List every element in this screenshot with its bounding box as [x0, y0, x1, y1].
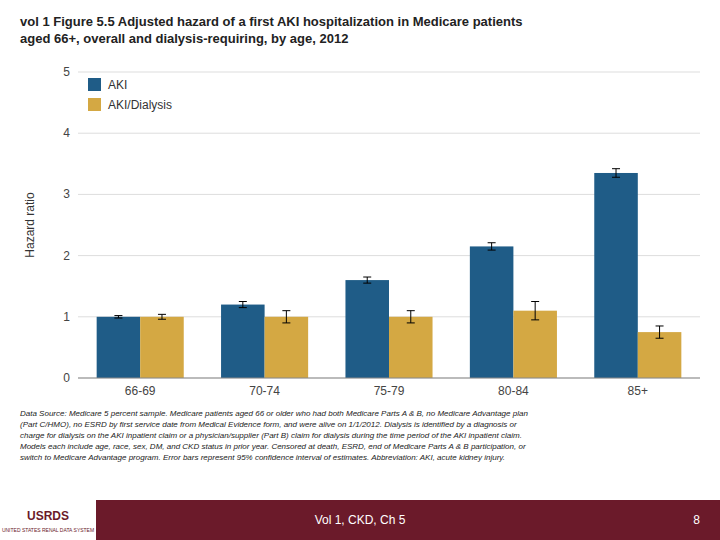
grid-line — [78, 133, 700, 134]
footer-logo-box — [0, 500, 96, 540]
y-tick-label: 3 — [63, 187, 70, 201]
bars — [97, 169, 682, 378]
title: vol 1 Figure 5.5 Adjusted hazard of a fi… — [20, 14, 523, 46]
x-tick-label: 70-74 — [249, 384, 280, 398]
title-line: aged 66+, overall and dialysis-requiring… — [20, 31, 348, 46]
footnote-line: (Part C/HMO), no ESRD by first service d… — [20, 420, 517, 429]
error-bar — [407, 311, 415, 323]
error-line — [367, 277, 368, 283]
legend-label: AKI — [108, 78, 127, 92]
error-cap — [531, 301, 539, 302]
error-cap — [656, 338, 664, 339]
footnote-line: Data Source: Medicare 5 percent sample. … — [20, 409, 528, 418]
footer-page-number: 8 — [693, 513, 700, 527]
y-tick-label: 2 — [63, 249, 70, 263]
bar — [638, 332, 682, 378]
error-bar — [488, 243, 496, 250]
bar — [97, 317, 141, 378]
y-axis-label: Hazard ratio — [23, 192, 37, 258]
footnote: Data Source: Medicare 5 percent sample. … — [20, 409, 528, 462]
x-tick-label: 80-84 — [498, 384, 529, 398]
error-line — [286, 311, 287, 323]
error-bar — [158, 314, 166, 319]
error-bar — [239, 302, 247, 308]
grid-line — [78, 378, 700, 379]
footnote-line: Models each include age, race, sex, DM, … — [20, 442, 526, 451]
bar — [265, 317, 309, 378]
legend-label: AKI/Dialysis — [108, 98, 172, 112]
error-cap — [488, 242, 496, 243]
legend: AKI AKI/Dialysis — [88, 78, 172, 112]
error-line — [659, 326, 660, 338]
footer-logo: USRDS — [27, 509, 69, 523]
legend-swatch — [88, 98, 101, 111]
chart: vol 1 Figure 5.5 Adjusted hazard of a fi… — [0, 0, 720, 540]
error-cap — [656, 325, 664, 326]
error-line — [410, 311, 411, 323]
error-line — [161, 314, 162, 319]
error-bar — [363, 277, 371, 283]
error-cap — [612, 177, 620, 178]
y-tick-label: 1 — [63, 310, 70, 324]
bar — [345, 280, 389, 378]
bar — [513, 311, 557, 378]
x-axis-line — [78, 378, 700, 379]
error-cap — [158, 314, 166, 315]
grid — [78, 72, 700, 378]
background — [0, 0, 720, 540]
footer-logo-subtitle: UNITED STATES RENAL DATA SYSTEM — [2, 527, 94, 533]
bar — [140, 317, 184, 378]
error-cap — [282, 322, 290, 323]
error-cap — [407, 310, 415, 311]
footnote-line: switch to Medicare Advantage program. Er… — [20, 453, 505, 462]
error-cap — [239, 307, 247, 308]
error-line — [535, 302, 536, 320]
error-bar — [656, 326, 664, 338]
x-tick-label: 75-79 — [374, 384, 405, 398]
error-bar — [114, 316, 122, 318]
error-cap — [531, 319, 539, 320]
y-tick-label: 5 — [63, 65, 70, 79]
error-cap — [488, 250, 496, 251]
error-cap — [407, 322, 415, 323]
footer-text: Vol 1, CKD, Ch 5 — [315, 513, 406, 527]
bar — [594, 173, 638, 378]
grid-line — [78, 72, 700, 73]
error-cap — [158, 319, 166, 320]
bar — [470, 246, 514, 378]
error-bar — [531, 302, 539, 320]
error-cap — [114, 315, 122, 316]
error-line — [616, 169, 617, 178]
error-line — [491, 243, 492, 250]
error-cap — [114, 318, 122, 319]
error-bar — [612, 169, 620, 178]
x-tick-label: 66-69 — [125, 384, 156, 398]
y-tick-label: 4 — [63, 126, 70, 140]
bar — [389, 317, 433, 378]
bar — [221, 305, 265, 378]
error-cap — [363, 283, 371, 284]
title-line: vol 1 Figure 5.5 Adjusted hazard of a fi… — [20, 14, 523, 29]
error-line — [242, 302, 243, 308]
error-cap — [282, 310, 290, 311]
error-cap — [363, 277, 371, 278]
error-bar — [282, 311, 290, 323]
legend-swatch — [88, 78, 101, 91]
error-cap — [612, 168, 620, 169]
footnote-line: charge for dialysis on the AKI inpatient… — [20, 431, 522, 440]
footer-band — [0, 500, 720, 540]
y-tick-label: 0 — [63, 371, 70, 385]
error-cap — [239, 301, 247, 302]
x-tick-label: 85+ — [628, 384, 648, 398]
